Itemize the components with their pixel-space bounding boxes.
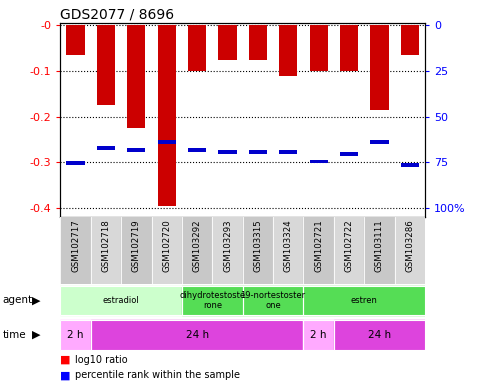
Bar [334,320,425,350]
Bar [91,320,303,350]
Bar [340,152,358,156]
Bar [91,217,121,284]
Text: GSM103315: GSM103315 [254,219,262,272]
Bar [303,286,425,315]
Bar [218,25,237,60]
Bar [370,141,389,144]
Text: GSM103111: GSM103111 [375,219,384,272]
Bar [97,25,115,105]
Bar [127,25,145,128]
Bar [60,217,91,284]
Bar [303,320,334,350]
Text: ■: ■ [60,370,71,380]
Text: ▶: ▶ [32,330,41,340]
Bar [395,217,425,284]
Text: dihydrotestoste
rone: dihydrotestoste rone [179,291,245,310]
Text: time: time [2,330,26,340]
Bar [303,286,425,315]
Bar [121,217,152,284]
Text: estren: estren [351,296,378,305]
Bar [279,25,298,76]
Bar [182,217,213,284]
Text: GSM103286: GSM103286 [405,219,414,272]
Bar [60,320,91,350]
Bar [60,286,182,315]
Bar [188,25,206,71]
Bar [334,320,425,350]
Text: log10 ratio: log10 ratio [75,355,128,365]
Bar [182,286,243,315]
Bar [182,286,243,315]
Bar [303,217,334,284]
Text: GDS2077 / 8696: GDS2077 / 8696 [60,8,174,22]
Text: 19-nortestoster
one: 19-nortestoster one [241,291,306,310]
Text: 2 h: 2 h [67,330,84,340]
Bar [243,217,273,284]
Text: agent: agent [2,295,32,306]
Text: GSM103293: GSM103293 [223,219,232,271]
Bar [401,164,419,167]
Bar [67,162,85,165]
Text: ▶: ▶ [32,295,41,306]
Bar [249,150,267,154]
Text: 24 h: 24 h [185,330,209,340]
Text: GSM103292: GSM103292 [193,219,201,271]
Bar [218,150,237,154]
Bar [67,25,85,55]
Bar [97,146,115,150]
Text: GSM102718: GSM102718 [101,219,111,272]
Bar [157,25,176,205]
Text: percentile rank within the sample: percentile rank within the sample [75,370,240,380]
Bar [249,25,267,60]
Text: GSM102719: GSM102719 [132,219,141,271]
Text: GSM102721: GSM102721 [314,219,323,272]
Text: 24 h: 24 h [368,330,391,340]
Bar [334,217,364,284]
Text: ■: ■ [60,355,71,365]
Bar [310,25,328,71]
Text: GSM102717: GSM102717 [71,219,80,272]
Bar [152,217,182,284]
Bar [310,160,328,163]
Bar [127,148,145,152]
Bar [213,217,243,284]
Text: GSM102722: GSM102722 [344,219,354,272]
Bar [60,320,91,350]
Bar [60,286,182,315]
Text: estradiol: estradiol [103,296,140,305]
Text: GSM103324: GSM103324 [284,219,293,272]
Text: 2 h: 2 h [311,330,327,340]
Bar [370,25,389,110]
Bar [91,320,303,350]
Bar [273,217,303,284]
Bar [157,141,176,144]
Bar [188,148,206,152]
Bar [243,286,303,315]
Bar [303,320,334,350]
Text: GSM102720: GSM102720 [162,219,171,272]
Bar [401,25,419,55]
Bar [279,150,298,154]
Bar [364,217,395,284]
Bar [243,286,303,315]
Bar [340,25,358,71]
